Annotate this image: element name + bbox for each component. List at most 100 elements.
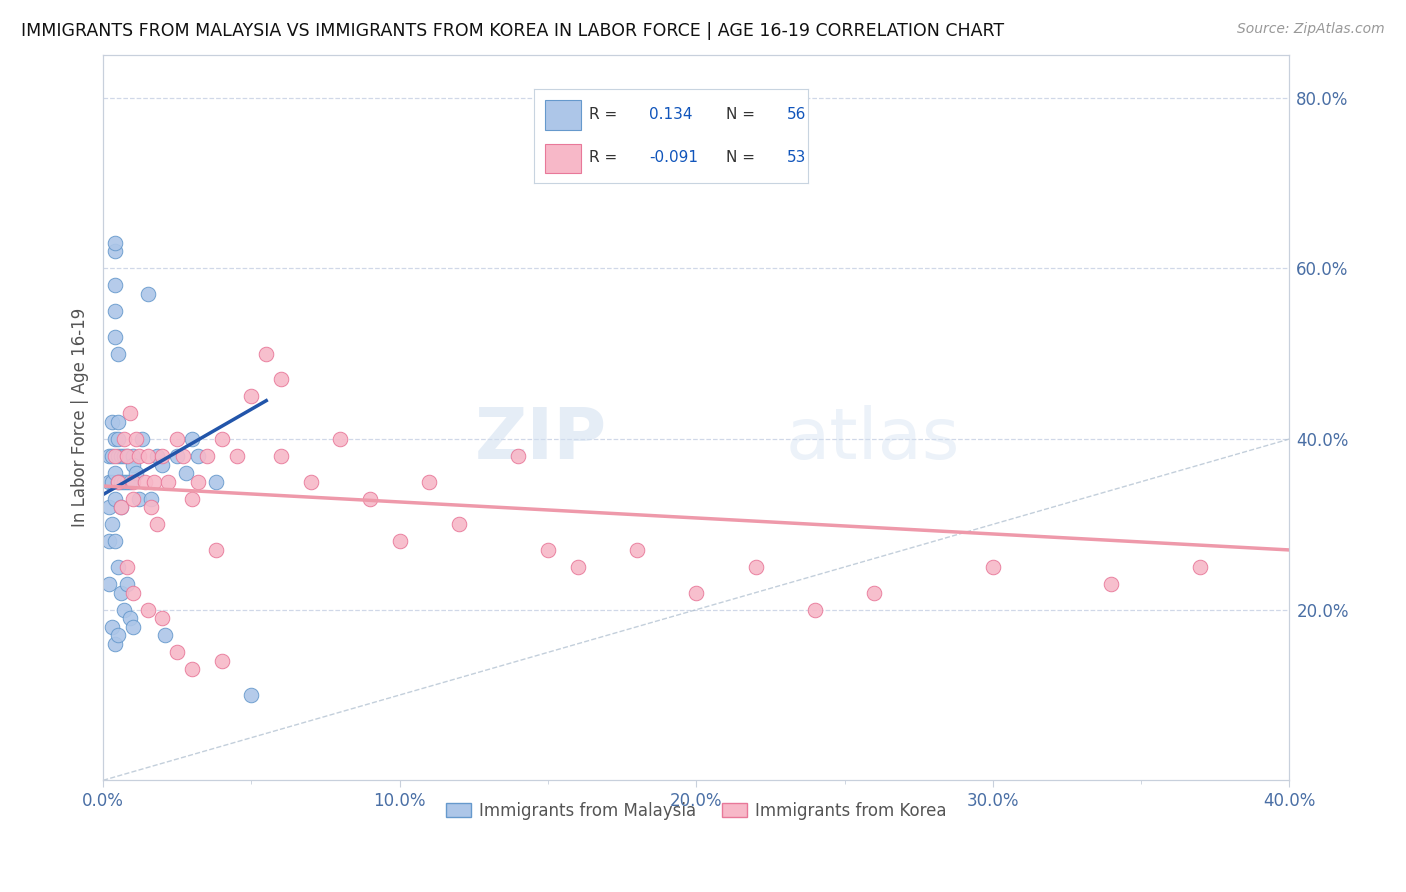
Point (107, 475, 129, 489)
Point (104, 466, 127, 480)
Text: ZIP: ZIP (475, 405, 607, 474)
Point (254, 347, 277, 361)
Bar (546, 101, 581, 130)
Point (359, 491, 381, 506)
Point (166, 432, 188, 446)
Point (981, 560, 1004, 574)
Point (107, 415, 129, 429)
Point (205, 543, 228, 558)
Point (187, 449, 209, 463)
Text: Source: ZipAtlas.com: Source: ZipAtlas.com (1237, 22, 1385, 37)
Point (205, 475, 228, 489)
Text: N =: N = (725, 107, 761, 122)
Point (142, 475, 165, 489)
Point (744, 560, 766, 574)
Point (152, 611, 174, 625)
Point (110, 585, 132, 599)
Bar (546, 144, 581, 173)
Text: 0.134: 0.134 (650, 107, 693, 122)
Point (125, 466, 148, 480)
Point (166, 645, 188, 659)
Point (685, 585, 707, 599)
Point (152, 449, 174, 463)
Point (121, 449, 143, 463)
Point (181, 432, 204, 446)
Text: 56: 56 (786, 107, 806, 122)
Point (136, 602, 159, 616)
Point (125, 432, 148, 446)
Text: 53: 53 (786, 150, 806, 165)
Point (128, 449, 150, 463)
Point (112, 432, 135, 446)
Point (107, 475, 129, 489)
Point (174, 466, 197, 480)
Point (107, 628, 129, 642)
Point (329, 432, 352, 446)
Point (804, 602, 827, 616)
Point (567, 560, 589, 574)
Point (136, 449, 159, 463)
Point (104, 235, 127, 250)
Point (211, 432, 233, 446)
Point (388, 534, 411, 549)
Text: R =: R = (589, 150, 623, 165)
Point (107, 560, 129, 574)
Text: atlas: atlas (785, 405, 960, 474)
Point (508, 449, 530, 463)
Point (115, 449, 138, 463)
Point (863, 585, 886, 599)
Point (115, 449, 138, 463)
Point (98, 577, 121, 591)
Point (112, 602, 135, 616)
Point (101, 517, 124, 532)
Point (166, 449, 188, 463)
Point (121, 491, 143, 506)
Point (418, 475, 440, 489)
Point (110, 500, 132, 515)
Point (104, 637, 127, 651)
Point (131, 432, 153, 446)
Point (110, 449, 132, 463)
Point (172, 449, 194, 463)
Point (447, 517, 470, 532)
Point (115, 577, 138, 591)
Point (110, 500, 132, 515)
Point (115, 475, 138, 489)
Point (112, 449, 135, 463)
Point (155, 628, 177, 642)
Point (118, 611, 141, 625)
Point (270, 449, 292, 463)
Point (181, 491, 204, 506)
Point (98, 475, 121, 489)
Text: R =: R = (589, 107, 623, 122)
Point (98, 449, 121, 463)
Point (152, 458, 174, 472)
Point (101, 620, 124, 634)
Point (98, 534, 121, 549)
Point (110, 475, 132, 489)
Point (134, 475, 156, 489)
Point (139, 500, 162, 515)
Point (240, 688, 263, 702)
Point (537, 543, 560, 558)
Point (128, 491, 150, 506)
Point (104, 278, 127, 293)
Point (121, 620, 143, 634)
Point (104, 432, 127, 446)
Point (145, 449, 167, 463)
Point (136, 287, 159, 301)
Text: -0.091: -0.091 (650, 150, 699, 165)
Point (112, 475, 135, 489)
Y-axis label: In Labor Force | Age 16-19: In Labor Force | Age 16-19 (72, 308, 89, 527)
Point (104, 449, 127, 463)
Point (145, 517, 167, 532)
Text: N =: N = (725, 150, 761, 165)
Point (626, 543, 648, 558)
Point (107, 449, 129, 463)
Point (121, 585, 143, 599)
Point (115, 560, 138, 574)
Point (1099, 577, 1122, 591)
Point (139, 491, 162, 506)
Point (121, 475, 143, 489)
Point (104, 244, 127, 259)
